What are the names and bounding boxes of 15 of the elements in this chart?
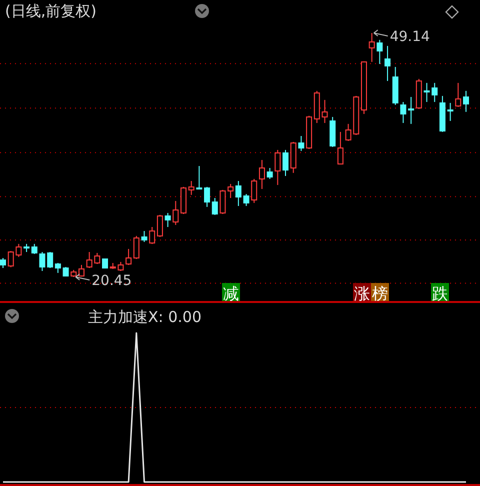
candlestick (463, 90, 469, 112)
text-badge: 跌 (431, 283, 450, 303)
candlestick (447, 102, 454, 122)
candlestick (408, 96, 414, 124)
candlestick (188, 180, 194, 196)
annotation: 20.45 (92, 273, 132, 289)
candlestick (235, 180, 242, 206)
text-badge: 涨榜 (353, 283, 390, 303)
text-badge: 减 (222, 283, 241, 303)
candlestick (258, 159, 265, 190)
candlestick (368, 32, 375, 62)
chart-title: 主力加速X: 0.00 (88, 308, 202, 326)
annotation: 49.14 (390, 29, 430, 45)
chart-title: (日线,前复权) (5, 2, 96, 20)
candlestick (384, 45, 391, 82)
